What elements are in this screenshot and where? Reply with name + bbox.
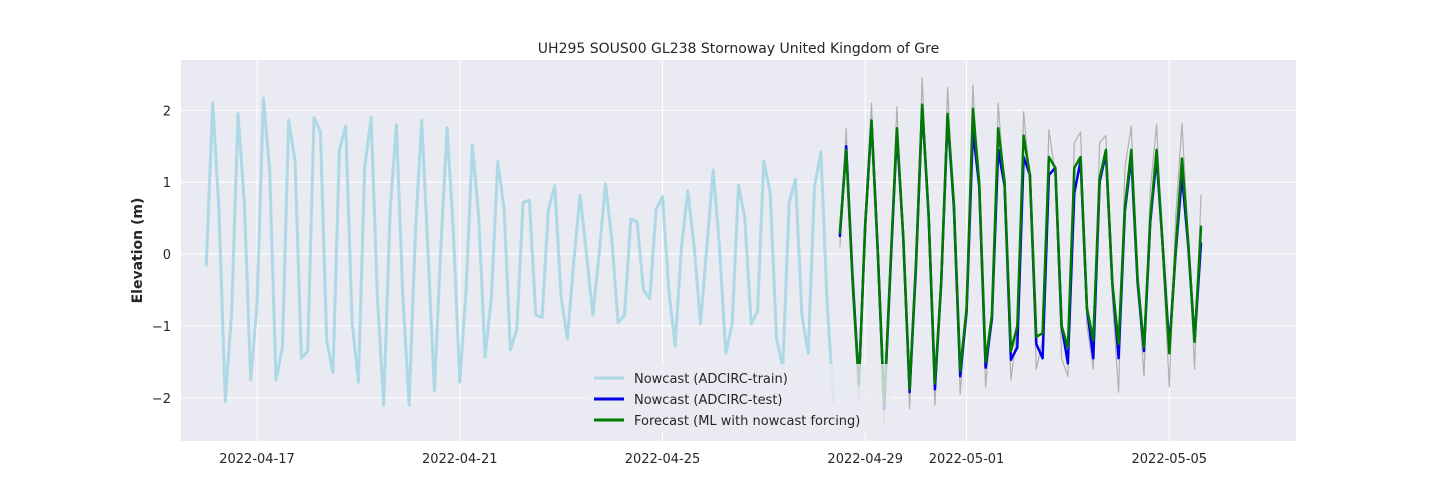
y-tick-label: 2 <box>163 104 171 119</box>
x-axis: 2022-04-17 2022-04-21 2022-04-25 2022-04-29… <box>219 452 1207 467</box>
y-axis-label: Elevation (m) <box>130 198 146 304</box>
x-tick-label: 2022-05-05 <box>1132 452 1208 467</box>
chart-title: UH295 SOUS00 GL238 Stornoway United King… <box>538 41 939 57</box>
y-tick-label: 0 <box>163 248 171 263</box>
legend-label: Nowcast (ADCIRC-train) <box>634 372 788 387</box>
x-tick-label: 2022-04-21 <box>422 452 498 467</box>
x-tick-label: 2022-04-25 <box>625 452 701 467</box>
legend: Nowcast (ADCIRC-train) Nowcast (ADCIRC-te… <box>586 364 893 432</box>
legend-box <box>586 364 893 432</box>
y-tick-label: −2 <box>152 392 171 407</box>
x-tick-label: 2022-04-29 <box>827 452 903 467</box>
series-line-adcirc-train <box>204 96 835 407</box>
y-tick-label: 1 <box>163 176 171 191</box>
y-tick-label: −1 <box>152 320 171 335</box>
x-tick-label: 2022-04-17 <box>219 452 295 467</box>
x-tick-label: 2022-05-01 <box>929 452 1005 467</box>
grid <box>181 60 1296 441</box>
legend-label: Nowcast (ADCIRC-test) <box>634 393 783 408</box>
legend-label: Forecast (ML with nowcast forcing) <box>634 414 860 429</box>
series-line-ml-forecast <box>838 103 1203 407</box>
y-axis: −2 −1 0 1 2 <box>152 104 171 407</box>
series-layer <box>204 77 1203 426</box>
